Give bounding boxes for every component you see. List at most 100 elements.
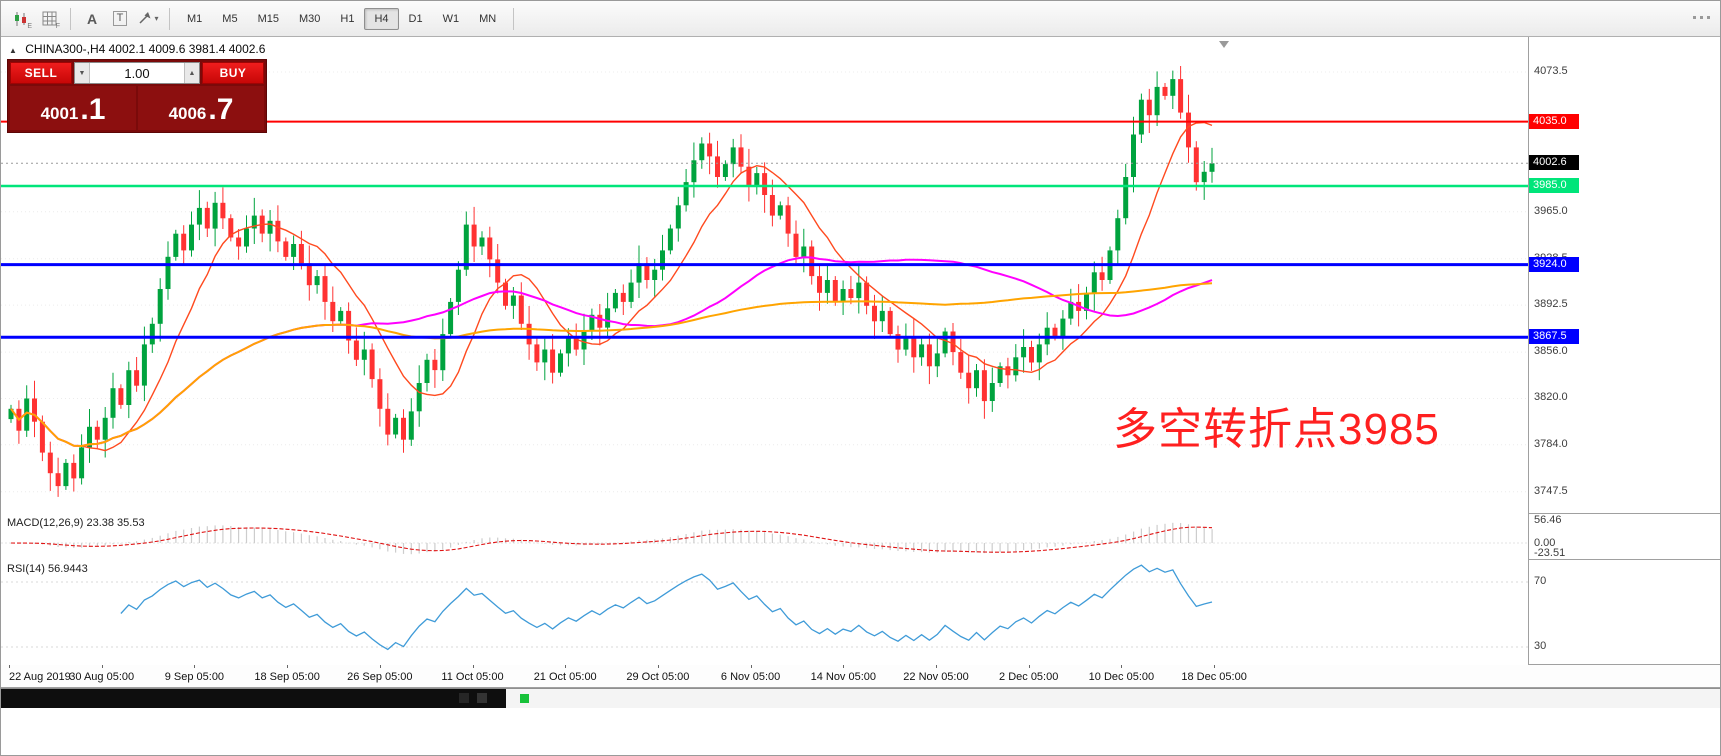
chart-shift-marker[interactable]: [1219, 41, 1229, 48]
bid-pip-digits: .1: [80, 93, 106, 126]
timeframe-m15[interactable]: M15: [257, 12, 279, 25]
rsi-label: RSI(14) 56.9443: [7, 563, 88, 575]
macd-axis-value: 0.00: [1534, 537, 1556, 549]
price-line-label: 4002.6: [1529, 155, 1579, 171]
strip-mark: [477, 693, 487, 703]
chevron-down-icon: ▾: [154, 14, 159, 23]
time-label: 29 Oct 05:00: [626, 671, 690, 683]
dark-strip: [1, 689, 506, 708]
volume-stepper: ▼ ▲: [74, 62, 200, 84]
price-tick: 3856.0: [1534, 345, 1568, 358]
text-label-tool-icon[interactable]: T: [107, 6, 133, 32]
volume-input[interactable]: [90, 63, 184, 83]
strip-mark: [459, 693, 469, 703]
volume-decrease-button[interactable]: ▼: [75, 63, 90, 83]
timeframe-mn[interactable]: MN: [479, 12, 497, 25]
symbol-ohlc-text: CHINA300-,H4 4002.1 4009.6 3981.4 4002.6: [25, 42, 266, 56]
price-tick: 3892.5: [1534, 298, 1568, 311]
collapse-trade-panel-icon[interactable]: ▲: [9, 46, 17, 55]
time-tick: [1214, 665, 1216, 668]
time-label: 22 Aug 2019: [9, 671, 71, 683]
price-tick: 3784.0: [1534, 437, 1568, 450]
grid-icon: [42, 11, 56, 26]
rsi-axis[interactable]: 70 30: [1529, 560, 1720, 664]
time-tick: [287, 665, 289, 668]
time-label: 10 Dec 05:00: [1088, 671, 1155, 683]
main-chart-pane: ▲ CHINA300-,H4 4002.1 4009.6 3981.4 4002…: [1, 37, 1720, 514]
time-tick: [657, 665, 659, 668]
time-tick: [9, 665, 10, 668]
price-line-label: 4035.0: [1529, 113, 1579, 129]
timeframe-h4[interactable]: H4: [364, 7, 399, 30]
time-tick: [472, 665, 474, 668]
timeframe-m1[interactable]: M1: [187, 12, 203, 25]
timeframe-m30[interactable]: M30: [298, 12, 321, 25]
time-label: 30 Aug 05:00: [69, 671, 135, 683]
status-indicator: [520, 694, 529, 703]
macd-plot[interactable]: MACD(12,26,9) 23.38 35.53: [1, 514, 1529, 560]
macd-axis-value: -23.51: [1534, 546, 1566, 559]
time-label: 21 Oct 05:00: [533, 671, 597, 683]
one-click-trading-panel: SELL ▼ ▲ BUY 4001.1 4006.7: [7, 59, 267, 133]
chart-annotation-text: 多空转折点3985: [1113, 405, 1440, 454]
time-tick: [194, 665, 196, 668]
bid-price: 4001.1: [10, 86, 136, 130]
time-tick: [565, 665, 567, 668]
main-chart-plot[interactable]: ▲ CHINA300-,H4 4002.1 4009.6 3981.4 4002…: [1, 37, 1529, 514]
toolbar-separator: [70, 7, 71, 30]
price-axis[interactable]: 4073.53965.03928.53892.53856.03820.03784…: [1529, 37, 1720, 513]
timeframe-w1[interactable]: W1: [442, 12, 460, 25]
time-label: 11 Oct 05:00: [441, 671, 504, 683]
macd-axis-value: 56.46: [1534, 514, 1562, 527]
buy-button[interactable]: BUY: [202, 62, 264, 84]
bid-main-digits: 4001: [40, 104, 79, 123]
time-tick: [750, 665, 752, 668]
tile-windows-icon[interactable]: F: [36, 6, 62, 32]
timeframe-d1[interactable]: D1: [408, 12, 423, 25]
chart-window-icon[interactable]: E: [8, 6, 34, 32]
rsi-axis-value: 30: [1534, 640, 1547, 652]
ask-pip-digits: .7: [208, 93, 234, 126]
time-tick: [379, 665, 381, 668]
time-tick: [101, 665, 103, 668]
volume-increase-button[interactable]: ▲: [184, 63, 199, 83]
price-tick: 4073.5: [1534, 65, 1568, 78]
macd-label: MACD(12,26,9) 23.38 35.53: [7, 517, 145, 529]
subscript-f: F: [55, 22, 60, 30]
cursor-tool-icon[interactable]: ▾: [135, 6, 161, 32]
timeframe-h1[interactable]: H1: [340, 12, 355, 25]
boxed-t: T: [112, 11, 128, 26]
macd-pane: MACD(12,26,9) 23.38 35.53 56.46 0.00 -23.5…: [1, 514, 1720, 560]
timeframe-m5[interactable]: M5: [222, 12, 238, 25]
price-tick: 3965.0: [1534, 204, 1568, 217]
rsi-axis-value: 70: [1534, 575, 1547, 587]
time-axis[interactable]: 22 Aug 2019 30 Aug 05:00 9 Sep 05:00 18 Sep…: [1, 665, 1720, 688]
sell-button[interactable]: SELL: [10, 62, 72, 84]
price-line-label: 3985.0: [1529, 178, 1579, 193]
time-tick: [843, 665, 845, 668]
chart-header: ▲ CHINA300-,H4 4002.1 4009.6 3981.4 4002…: [9, 42, 265, 56]
arrow-icon: [139, 12, 151, 24]
price-tick: 3747.5: [1534, 484, 1568, 497]
subscript-e: E: [27, 22, 32, 30]
text-tool-icon[interactable]: A: [86, 10, 98, 27]
time-tick: [936, 665, 937, 668]
rsi-plot[interactable]: RSI(14) 56.9443: [1, 560, 1529, 665]
ask-price: 4006.7: [138, 86, 264, 130]
time-label: 22 Nov 05:00: [903, 671, 969, 683]
bottom-filler: [1, 708, 1720, 755]
timeframe-group: M1 M5 M15 M30 H1 H4 D1 W1 MN: [177, 7, 506, 30]
price-line-label: 3867.5: [1529, 329, 1579, 345]
background-window-strip: [1, 688, 1720, 708]
candlestick-icon: [15, 11, 26, 26]
time-label: 14 Nov 05:00: [810, 671, 877, 683]
price-tick: 3820.0: [1534, 391, 1568, 404]
toolbar: E F A T ▾ M1 M5 M15 M30 H1 H4 D1 W1 MN: [1, 1, 1720, 37]
toolbar-separator: [169, 7, 170, 30]
time-label: 2 Dec 05:00: [999, 671, 1059, 683]
time-label: 18 Dec 05:00: [1181, 671, 1247, 683]
macd-axis[interactable]: 56.46 0.00 -23.51: [1529, 514, 1720, 559]
rsi-chart: [1, 564, 1528, 651]
time-tick: [1028, 665, 1030, 668]
price-line-label: 3924.0: [1529, 256, 1579, 272]
